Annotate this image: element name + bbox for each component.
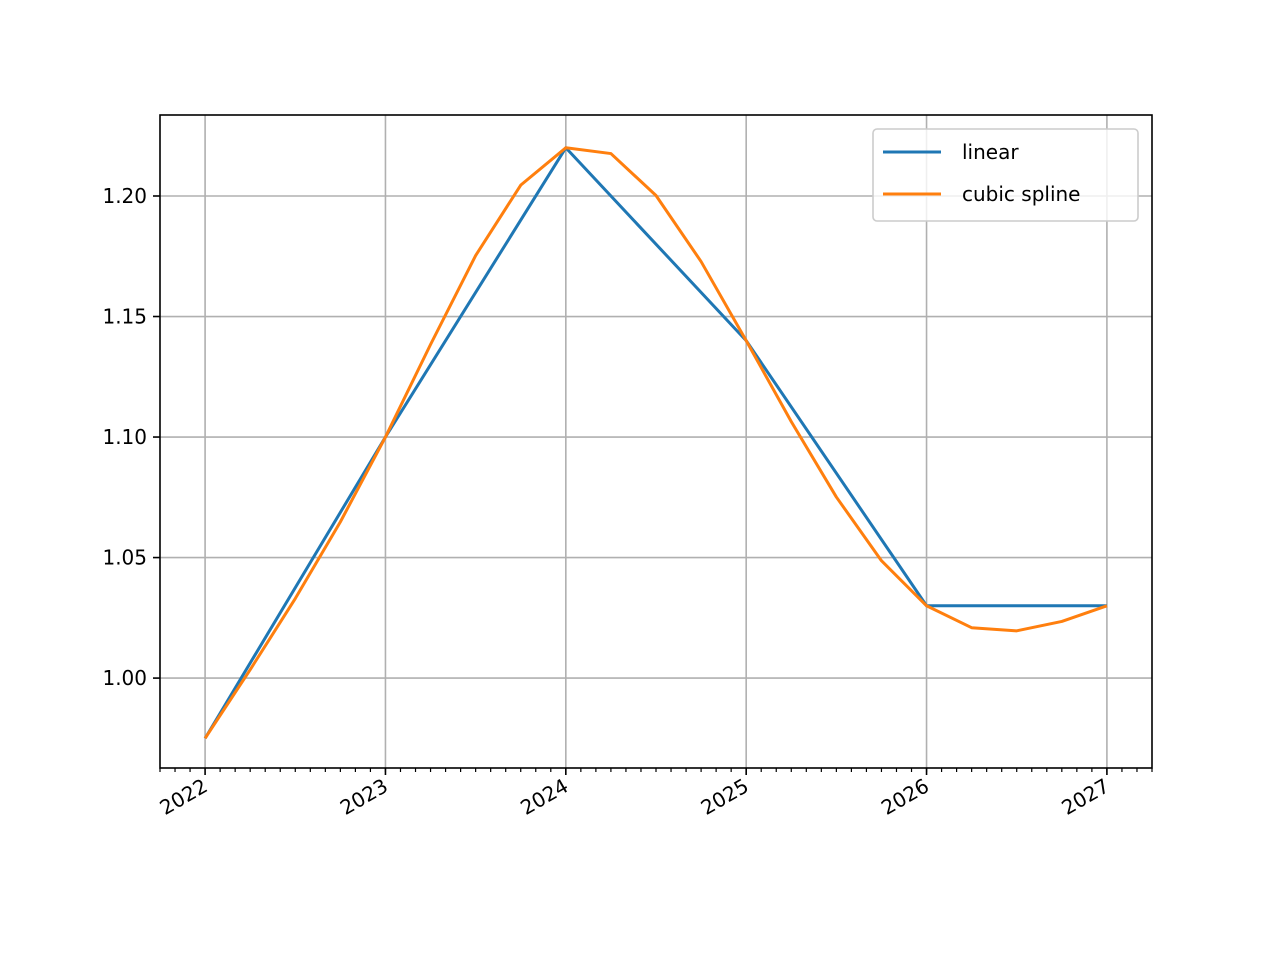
x-tick-label: 2024 [516,774,572,820]
x-tick-label: 2023 [336,774,392,820]
plot-frame [159,114,1153,769]
y-tick-label: 1.15 [102,305,147,329]
y-tick-label: 1.05 [102,546,147,570]
legend-label: linear [962,140,1019,164]
line-series [203,146,1107,740]
x-tick-label: 2022 [156,774,212,820]
x-tick-label: 2027 [1057,774,1113,820]
y-tick-label: 1.00 [102,666,147,690]
x-tick-label: 2025 [697,774,753,820]
legend-label: cubic spline [962,182,1081,206]
y-tick-label: 1.20 [102,184,147,208]
x-tick-label: 2026 [877,774,933,820]
y-tick-label: 1.10 [102,425,147,449]
line-series [203,146,1108,740]
